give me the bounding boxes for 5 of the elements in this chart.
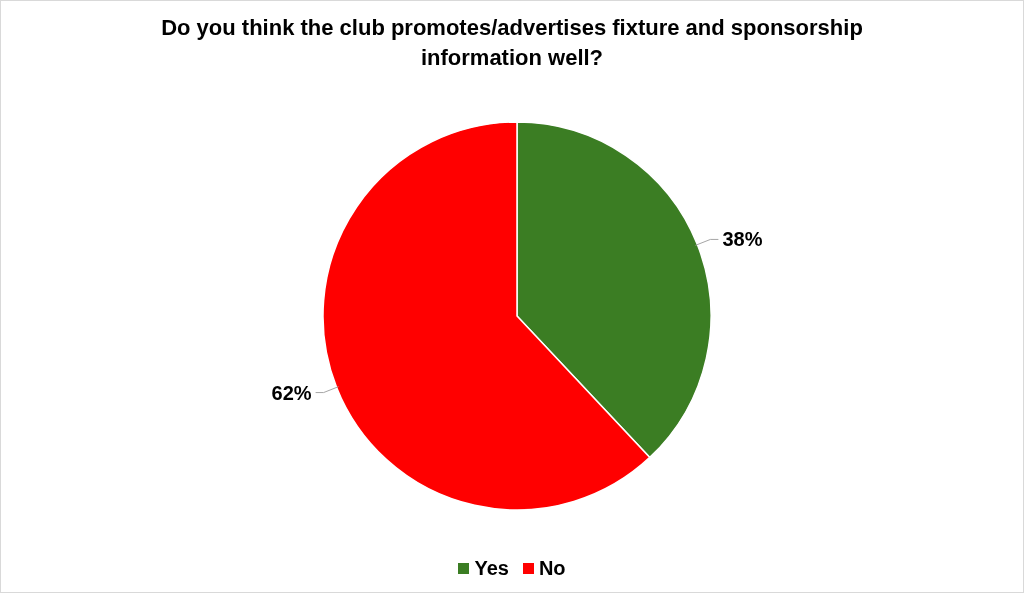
data-label: 62% (271, 381, 312, 404)
chart-title: Do you think the club promotes/advertises fixture and sponsorship information well? (160, 14, 864, 72)
legend-label: Yes (474, 557, 509, 580)
data-label: 38% (722, 228, 763, 251)
legend-label: No (538, 557, 566, 580)
